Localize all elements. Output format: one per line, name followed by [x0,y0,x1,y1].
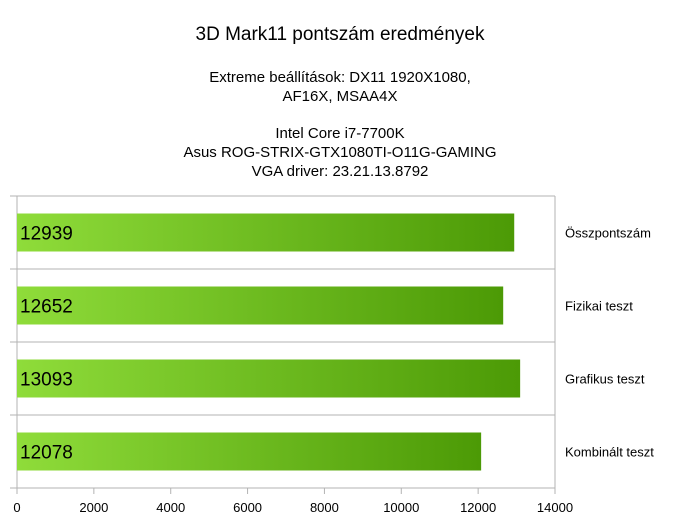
subtitle-line-6: VGA driver: 23.21.13.8792 [252,163,429,180]
x-tick-label: 6000 [233,500,262,515]
bar-value-label: 12078 [20,443,73,464]
x-tick-label: 0 [13,500,20,515]
x-tick-label: 8000 [310,500,339,515]
bar [17,432,482,471]
bar-value-label: 13093 [20,370,73,391]
bar-layer [17,213,521,471]
category-label: Kombinált teszt [565,445,654,460]
grid-layer [10,195,555,489]
x-tick-label: 10000 [383,500,419,515]
category-label: Grafikus teszt [565,372,645,387]
x-tick-label: 12000 [460,500,496,515]
bar-value-label: 12939 [20,224,73,245]
category-label: Fizikai teszt [565,299,633,314]
category-label: Összpontszám [565,226,651,241]
subtitle-line-5: Asus ROG-STRIX-GTX1080TI-O11G-GAMING [183,144,496,161]
bar [17,286,504,325]
x-tick-label: 4000 [156,500,185,515]
subtitle-line-2: AF16X, MSAA4X [282,88,397,105]
label-layer: 12939 Összpontszám 12652 Fizikai teszt 13093… [20,224,654,464]
bar-value-label: 12652 [20,297,73,318]
x-tick-label: 14000 [537,500,573,515]
bar [17,213,515,252]
x-tick-label: 2000 [79,500,108,515]
subtitle-line-4: Intel Core i7-7700K [275,125,404,142]
subtitle-line-1: Extreme beállítások: DX11 1920X1080, [209,69,471,86]
chart-title: 3D Mark11 pontszám eredmények [196,24,485,45]
bar [17,359,521,398]
